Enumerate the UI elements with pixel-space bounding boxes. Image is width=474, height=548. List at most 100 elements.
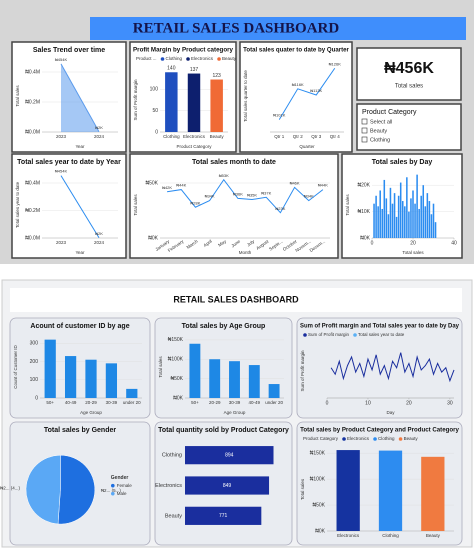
x-tick-label: Beauty xyxy=(210,134,225,139)
bar xyxy=(44,339,56,398)
bar xyxy=(418,208,420,238)
x-tick-label: April xyxy=(203,239,213,248)
x-tick-label: under 20 xyxy=(123,400,141,405)
bar xyxy=(105,363,118,398)
y-tick-label: ₦0.2M xyxy=(25,99,40,105)
bar xyxy=(432,203,435,238)
data-label: 123 xyxy=(212,73,221,79)
y-tick-label: Electronics xyxy=(155,483,182,489)
bar xyxy=(393,193,396,238)
y-tick-label: 300 xyxy=(30,341,39,347)
checkbox[interactable] xyxy=(361,118,368,125)
y-axis-label: Total sales xyxy=(133,194,138,216)
bar xyxy=(406,177,408,238)
x-tick-label: July xyxy=(246,238,256,247)
y-tick-label: ₦50K xyxy=(312,502,325,508)
panel xyxy=(11,153,127,259)
slicer-option[interactable]: Clothing xyxy=(370,137,390,143)
data-label: ₦36K xyxy=(233,191,243,196)
data-label: ₦42K xyxy=(162,185,172,190)
data-label: ₦28K xyxy=(190,200,200,205)
legend-label: Total sales year to date xyxy=(358,332,405,337)
y-tick-label: ₦0K xyxy=(173,395,183,401)
chart-title: Total sales year to date by Year xyxy=(17,159,121,166)
bar xyxy=(397,195,400,238)
x-tick-label: June xyxy=(230,238,241,248)
legend-label: Female xyxy=(117,483,133,488)
bar xyxy=(426,193,429,238)
y-axis-label: Total sales xyxy=(300,478,305,500)
legend-swatch xyxy=(373,437,377,441)
bar xyxy=(373,203,375,238)
bar xyxy=(428,201,431,238)
y-tick-label: ₦0.0M xyxy=(25,235,40,241)
line xyxy=(278,67,336,120)
chart-title: Sum of Profit margin and Total sales yea… xyxy=(300,324,460,330)
legend-title: Gender xyxy=(111,475,129,481)
data-label: ₦34K xyxy=(205,194,215,199)
x-tick-label: 40 xyxy=(451,240,457,246)
x-axis-label: Year xyxy=(75,144,85,149)
legend-swatch xyxy=(160,57,165,61)
slicer-option[interactable]: Select all xyxy=(370,119,392,125)
legend-label: Sum of Profit margin xyxy=(308,332,350,337)
slicer-option[interactable]: Beauty xyxy=(370,128,387,134)
checkbox[interactable] xyxy=(361,127,368,134)
y-tick-label: ₦0.4M xyxy=(25,180,40,186)
data-label: 140 xyxy=(167,66,176,72)
x-tick-label: 2023 xyxy=(56,134,67,139)
slicer xyxy=(356,103,462,151)
checkbox[interactable] xyxy=(361,136,368,143)
y-tick-label: ₦50K xyxy=(170,376,183,382)
x-tick-label: Electronics xyxy=(183,134,206,139)
data-label: ₦116K xyxy=(292,82,304,87)
legend-swatch xyxy=(217,57,221,61)
x-tick-label: 2024 xyxy=(94,240,105,245)
legend-label: Clothing xyxy=(166,56,183,61)
x-axis-label: Age Group xyxy=(224,410,246,415)
x-tick-label: under 20 xyxy=(265,400,283,405)
bar xyxy=(430,214,433,238)
legend-label: Male xyxy=(117,491,127,496)
chart-title: Total sales by Age Group xyxy=(182,323,266,330)
line xyxy=(60,63,100,132)
y-tick-label: 50 xyxy=(152,108,158,114)
x-tick-label: 30-39 xyxy=(229,400,241,405)
x-tick-label: Clothing xyxy=(382,533,399,538)
legend-label: Electronics xyxy=(347,436,370,441)
x-tick-label: May xyxy=(217,238,227,247)
x-tick-label: 50+ xyxy=(191,400,199,405)
x-tick-label: 20 xyxy=(410,240,416,246)
bar xyxy=(165,72,178,132)
bar xyxy=(420,195,422,238)
chart-title: Total sales by Product Category and Prod… xyxy=(300,427,459,434)
bar xyxy=(210,79,223,132)
x-tick-label: 30 xyxy=(447,400,453,406)
kpi-value: ₦456K xyxy=(384,60,434,77)
line xyxy=(167,178,324,214)
data-label: ₦101K xyxy=(273,113,286,118)
x-tick-label: 0 xyxy=(326,400,329,406)
data-label: ₦2K xyxy=(95,125,103,130)
bar xyxy=(399,182,402,238)
data-label: ₦2... (4...) xyxy=(0,485,20,490)
data-label: ₦2... (5...) xyxy=(101,488,122,493)
bar xyxy=(421,456,445,531)
data-label: ₦454K xyxy=(55,57,68,62)
data-label: ₦126K xyxy=(329,61,342,66)
x-axis-label: Month xyxy=(239,250,252,255)
y-tick-label: 100 xyxy=(30,377,39,383)
line xyxy=(60,175,100,238)
y-tick-label: Beauty xyxy=(165,513,182,519)
y-tick-label: ₦150K xyxy=(168,337,184,343)
legend-label: Product ... xyxy=(136,56,157,61)
y-tick-label: ₦0K xyxy=(148,235,158,241)
x-tick-label: 2024 xyxy=(94,134,105,139)
legend-swatch xyxy=(186,57,190,61)
bar xyxy=(395,216,398,238)
dashboard-title: RETAIL SALES DASHBOARD xyxy=(133,20,340,36)
x-tick-label: 0 xyxy=(371,240,374,246)
chart-title: Total sales month to date xyxy=(192,159,276,166)
bar xyxy=(189,343,201,398)
